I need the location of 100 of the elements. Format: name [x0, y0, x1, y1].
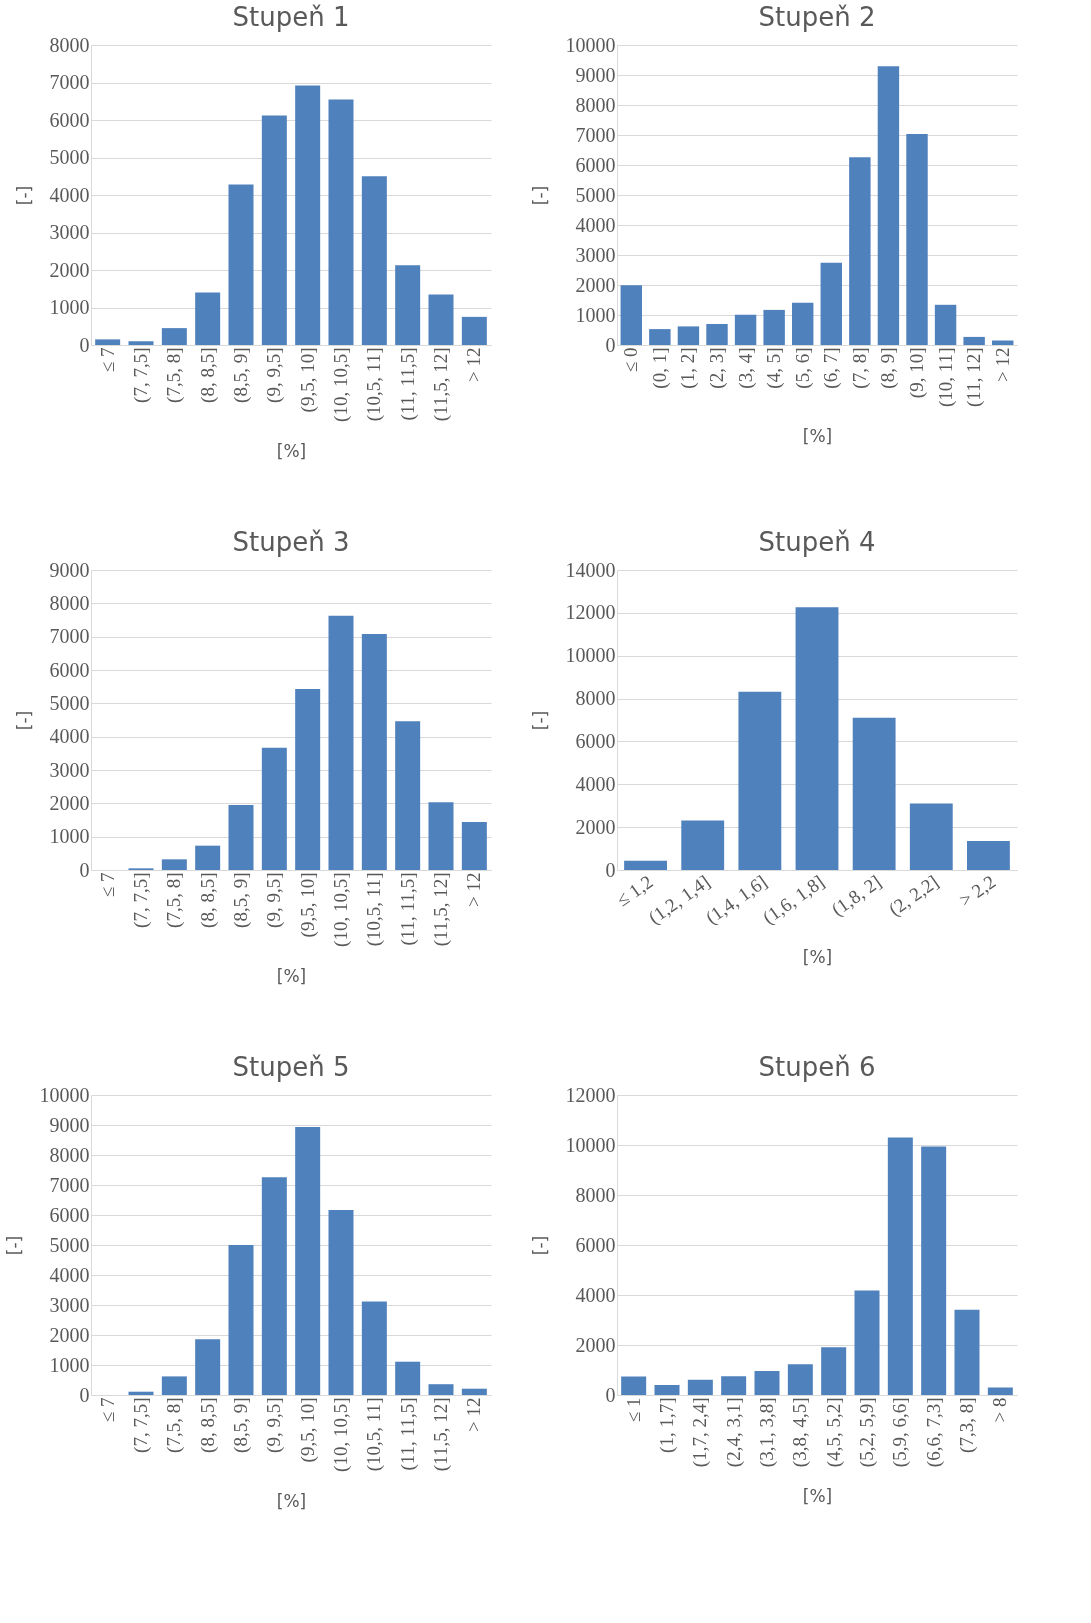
y-axis-title: [-]	[529, 185, 550, 206]
x-tick-label: ≤ 1	[622, 1397, 644, 1423]
x-tick-label: (7,5, 8]	[163, 1397, 186, 1453]
y-tick-label: 6000	[575, 153, 616, 176]
y-tick-label: 1000	[49, 825, 90, 848]
x-axis-title: [%]	[802, 1486, 833, 1507]
y-tick-label: 2000	[575, 1333, 616, 1356]
bar	[854, 1290, 880, 1395]
y-tick-label: 8000	[49, 33, 90, 56]
bar	[738, 691, 782, 870]
bar	[877, 66, 900, 345]
bar	[395, 1361, 421, 1395]
x-tick-label: (11, 11,5]	[396, 872, 419, 946]
bar	[361, 1301, 387, 1395]
bar	[795, 607, 839, 870]
y-tick-label: 0	[79, 858, 90, 881]
y-axis-title: [-]	[13, 710, 34, 731]
x-tick-label: (1,7, 2,4]	[689, 1397, 712, 1468]
x-tick-label: (10,5, 11]	[363, 347, 386, 422]
y-tick-label: 8000	[49, 591, 90, 614]
bar	[461, 316, 487, 345]
y-tick-label: 4000	[49, 1263, 90, 1286]
x-tick-label: (10,5, 11]	[363, 1397, 386, 1472]
bar	[624, 860, 667, 870]
y-tick-label: 5000	[49, 1233, 90, 1256]
bar	[328, 615, 354, 870]
x-tick-label: (7, 7,5]	[130, 872, 152, 928]
chart-title: Stupeň 1	[232, 2, 350, 32]
y-tick-label: 5000	[575, 183, 616, 206]
x-tick-label: (7, 8]	[848, 347, 871, 389]
bar	[461, 822, 487, 870]
y-tick-label: 2000	[49, 1323, 90, 1346]
bar	[428, 294, 454, 345]
y-tick-label: 7000	[49, 71, 90, 93]
x-axis-title: [%]	[276, 965, 307, 986]
bar	[909, 803, 953, 870]
bar	[161, 328, 187, 345]
y-tick-label: 0	[79, 1383, 90, 1406]
bar	[161, 859, 187, 870]
bar	[261, 115, 287, 345]
bar	[734, 314, 757, 345]
x-tick-label: (10, 10,5]	[330, 1397, 352, 1472]
x-tick-label: (7,3, 8]	[956, 1397, 978, 1453]
x-tick-label: (9,5, 10]	[296, 872, 319, 938]
y-tick-label: 5000	[49, 146, 90, 168]
y-tick-label: 3000	[49, 1293, 90, 1316]
x-tick-label: (9, 9,5]	[263, 872, 286, 928]
y-tick-label: 1000	[49, 296, 90, 318]
x-axis-title: [%]	[276, 440, 307, 461]
y-tick-label: 6000	[575, 729, 616, 752]
bar	[792, 302, 814, 345]
x-axis-title: [%]	[802, 947, 833, 968]
x-tick-label: (0, 1]	[648, 347, 671, 389]
bar	[261, 747, 287, 870]
chart-title: Stupeň 6	[758, 1052, 876, 1082]
x-tick-label: (11, 11,5]	[396, 347, 419, 421]
bar	[228, 805, 254, 870]
bar	[328, 1209, 354, 1395]
bar	[195, 845, 221, 870]
y-tick-label: 7000	[49, 625, 90, 648]
y-tick-label: 3000	[49, 221, 90, 243]
bar	[361, 634, 387, 870]
bar	[706, 324, 728, 345]
x-tick-label: ≤ 7	[96, 1397, 118, 1423]
y-tick-label: 3000	[575, 243, 616, 266]
x-tick-label: (10, 11]	[934, 347, 957, 407]
x-tick-label: (5,2, 5,9]	[856, 1397, 878, 1468]
x-tick-label: (9,5, 10]	[296, 1397, 319, 1463]
y-axis-title: [-]	[529, 710, 550, 731]
x-tick-label: ≤ 7	[96, 347, 118, 373]
bar	[361, 176, 387, 345]
chart-title: Stupeň 4	[758, 527, 876, 557]
bar	[967, 841, 1010, 870]
y-tick-label: 10000	[565, 33, 616, 56]
y-tick-label: 4000	[575, 772, 616, 795]
x-tick-label: > 12	[463, 347, 485, 382]
bar	[195, 292, 221, 345]
x-tick-label: (8,5, 9]	[230, 872, 252, 928]
bar	[461, 1388, 487, 1395]
y-tick-label: 9000	[49, 1113, 90, 1136]
x-tick-label: (8, 9]	[877, 347, 900, 389]
chart-title: Stupeň 2	[758, 2, 876, 32]
x-tick-label: (11, 11,5]	[396, 1397, 419, 1471]
y-tick-label: 0	[605, 333, 616, 356]
bar	[987, 1387, 1013, 1395]
x-axis-title: [%]	[802, 425, 833, 446]
bar	[295, 85, 321, 345]
y-tick-label: 3000	[49, 758, 90, 781]
y-tick-label: 14000	[565, 558, 616, 581]
bar	[395, 265, 421, 345]
bar	[787, 1364, 813, 1395]
bar	[295, 689, 321, 870]
x-tick-label: (2, 2,2]	[884, 870, 943, 921]
y-tick-label: 8000	[49, 1143, 90, 1166]
bar	[906, 134, 928, 345]
y-axis-title: [-]	[529, 1235, 550, 1256]
x-tick-label: (11, 12]	[963, 347, 986, 407]
x-tick-label: > 12	[991, 347, 1013, 382]
y-tick-label: 8000	[575, 93, 616, 116]
x-tick-label: > 12	[463, 872, 485, 907]
